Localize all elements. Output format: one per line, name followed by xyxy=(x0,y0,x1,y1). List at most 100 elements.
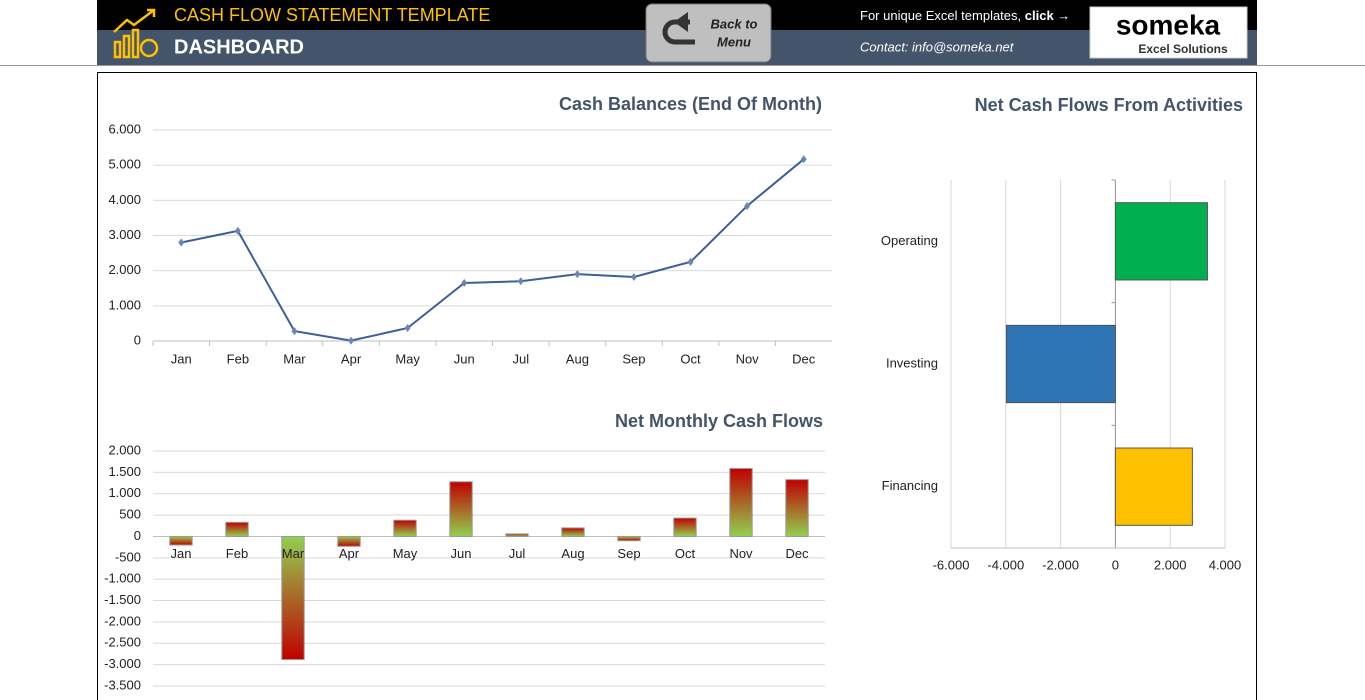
x-tick-label: May xyxy=(393,546,418,561)
x-tick-label: Jun xyxy=(451,546,472,561)
bar xyxy=(617,535,641,542)
x-tick-label: 2.000 xyxy=(1154,557,1187,572)
marker xyxy=(461,278,468,287)
x-tick-label: Apr xyxy=(339,546,360,561)
y-tick-label: -3.500 xyxy=(104,677,141,692)
button-arrow xyxy=(662,19,695,45)
y-tick-label: Operating xyxy=(881,233,938,248)
logo-sub: Excel Solutions xyxy=(1138,42,1228,56)
bar xyxy=(785,479,809,537)
button-label[interactable]: Menu xyxy=(717,34,751,49)
x-tick-label: Mar xyxy=(282,546,305,561)
y-tick-label: -2.500 xyxy=(104,635,141,650)
x-tick-label: Sep xyxy=(617,546,640,561)
bar xyxy=(337,535,361,547)
bar xyxy=(449,481,473,537)
marker xyxy=(178,238,185,247)
panel xyxy=(97,72,1257,700)
logo-icon xyxy=(113,8,159,59)
bar xyxy=(505,533,529,537)
x-tick-label: Jan xyxy=(171,546,192,561)
y-tick-label: 3.000 xyxy=(108,227,141,242)
x-tick-label: Jul xyxy=(512,351,529,366)
y-tick-label: -2.000 xyxy=(104,613,141,628)
y-tick-label: -1.500 xyxy=(104,592,141,607)
y-tick-label: 1.000 xyxy=(108,297,141,312)
x-tick-label: Jul xyxy=(509,546,526,561)
marker xyxy=(291,327,298,336)
contact: Contact: info@someka.net xyxy=(860,39,1015,54)
y-tick-label: 2.000 xyxy=(108,262,141,277)
marker xyxy=(744,201,751,210)
button-face[interactable] xyxy=(645,3,772,63)
marker xyxy=(630,272,637,281)
x-tick-label: Jan xyxy=(171,351,192,366)
y-tick-label: Financing xyxy=(882,478,938,493)
button-arrowhead xyxy=(674,12,688,32)
marker xyxy=(404,323,411,332)
x-tick-label: Jun xyxy=(454,351,475,366)
chart-title: Cash Balances (End Of Month) xyxy=(559,94,822,114)
marker xyxy=(348,336,355,345)
button-label[interactable]: Back to xyxy=(711,16,758,31)
x-tick-label: Aug xyxy=(566,351,589,366)
y-tick-label: 0 xyxy=(134,528,141,543)
line xyxy=(181,158,805,342)
y-tick-label: 4.000 xyxy=(108,192,141,207)
bar xyxy=(1005,324,1116,404)
promo-text: For unique Excel templates, xyxy=(860,8,1021,23)
y-tick-label: 1.500 xyxy=(108,464,141,479)
promo-link[interactable]: click → xyxy=(1025,8,1071,23)
bar xyxy=(1114,447,1193,526)
y-tick-label: -1.000 xyxy=(104,571,141,586)
y-tick-label: 5.000 xyxy=(108,157,141,172)
marker xyxy=(687,257,694,266)
marker xyxy=(800,155,807,164)
bar xyxy=(561,527,585,537)
bar xyxy=(225,521,249,537)
promo: For unique Excel templates, click → xyxy=(860,8,1070,23)
y-tick-label: 1.000 xyxy=(108,485,141,500)
bar xyxy=(729,468,753,537)
y-tick-label: -3.000 xyxy=(104,656,141,671)
x-tick-label: -2.000 xyxy=(1042,557,1079,572)
x-tick-label: Dec xyxy=(792,351,816,366)
x-tick-label: Oct xyxy=(675,546,696,561)
back-button[interactable]: Back to Menu xyxy=(645,3,772,63)
x-tick-label: Oct xyxy=(680,351,701,366)
y-tick-label: 0 xyxy=(134,332,141,347)
bar xyxy=(1114,202,1208,281)
x-tick-label: Aug xyxy=(561,546,584,561)
x-tick-label: Nov xyxy=(729,546,753,561)
x-tick-label: Feb xyxy=(226,546,248,561)
logo: someka xyxy=(1116,9,1221,40)
marker xyxy=(517,277,524,286)
marker xyxy=(574,270,581,279)
bar xyxy=(673,517,697,537)
bar xyxy=(281,535,305,661)
y-tick-label: 2.000 xyxy=(108,442,141,457)
x-tick-label: Nov xyxy=(736,351,760,366)
marker xyxy=(234,226,241,235)
x-tick-label: Sep xyxy=(622,351,645,366)
x-tick-label: 4.000 xyxy=(1209,557,1242,572)
x-tick-label: Mar xyxy=(283,351,306,366)
y-tick-label: -500 xyxy=(115,549,141,564)
bar xyxy=(393,519,417,537)
chart-title: Net Cash Flows From Activities xyxy=(975,95,1243,115)
chart-title: Net Monthly Cash Flows xyxy=(615,411,823,431)
y-tick-label: Investing xyxy=(886,355,938,370)
logo-box xyxy=(1089,6,1248,59)
page-title: DASHBOARD xyxy=(174,36,304,58)
app-title: CASH FLOW STATEMENT TEMPLATE xyxy=(174,5,490,25)
bar xyxy=(169,535,193,546)
y-tick-label: 500 xyxy=(119,507,141,522)
x-tick-label: Feb xyxy=(227,351,249,366)
x-tick-label: 0 xyxy=(1112,557,1119,572)
x-tick-label: Dec xyxy=(785,546,809,561)
y-tick-label: 6.000 xyxy=(108,121,141,136)
x-tick-label: -4.000 xyxy=(987,557,1024,572)
x-tick-label: Apr xyxy=(341,351,362,366)
